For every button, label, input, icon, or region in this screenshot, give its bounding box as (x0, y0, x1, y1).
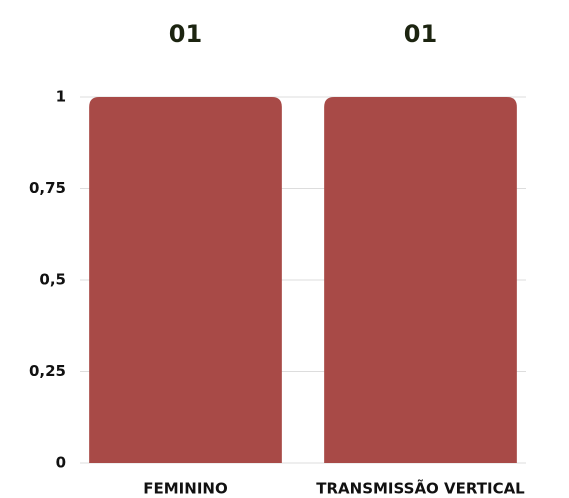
bar (324, 97, 517, 463)
y-tick-label: 1 (56, 88, 66, 106)
value-label: 01 (404, 20, 437, 48)
value-label: 01 (169, 20, 202, 48)
y-tick-label: 0 (56, 454, 66, 472)
bar (89, 97, 282, 463)
y-tick-label: 0,25 (29, 362, 66, 380)
y-tick-label: 0,5 (39, 271, 66, 289)
y-tick-label: 0,75 (29, 179, 66, 197)
x-tick-label: TRANSMISSÃO VERTICAL (316, 479, 525, 498)
x-tick-label: FEMININO (143, 480, 227, 498)
